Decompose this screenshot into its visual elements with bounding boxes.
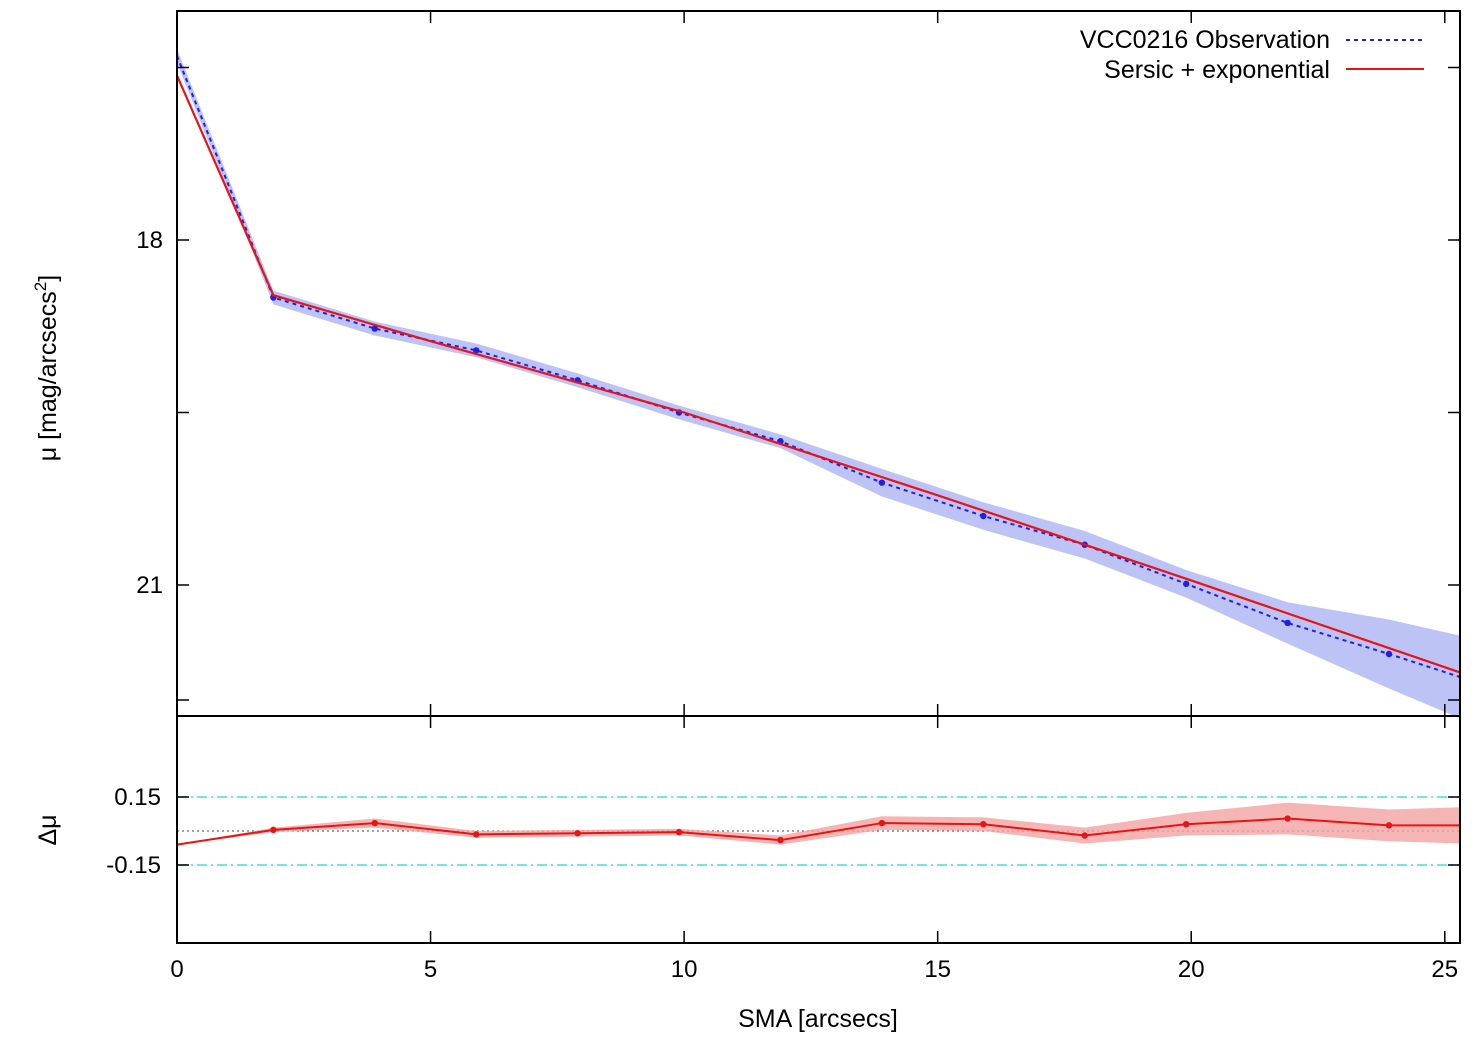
x-axis-label: SMA [arcsecs] [738, 1005, 898, 1033]
residual-y-tick-label: 0.15 [114, 784, 161, 811]
x-tick-label: 0 [170, 956, 183, 983]
legend: VCC0216 Observation Sersic + exponential [1080, 26, 1424, 84]
residual-point [777, 836, 784, 844]
observation-point [1182, 580, 1190, 588]
x-tick-label: 15 [924, 956, 951, 983]
bottom-y-axis-label: Δμ [34, 814, 62, 845]
x-tick-label: 20 [1178, 956, 1205, 983]
residual-point [1385, 822, 1393, 829]
bottom-panel-ticks: 0.15 -0.15 0 5 10 15 20 25 [106, 716, 1460, 983]
y-tick-label: 21 [136, 572, 163, 599]
x-tick-label: 25 [1431, 956, 1458, 983]
residual-y-tick-label: -0.15 [106, 852, 161, 879]
residual-point [878, 819, 886, 827]
legend-label-fit: Sersic + exponential [1104, 56, 1330, 84]
top-y-axis-label: μ [mag/arcsecs2] [31, 275, 62, 461]
x-tick-label: 5 [424, 956, 437, 983]
model-fit-line [175, 75, 1461, 674]
observation-band [177, 49, 1460, 719]
y-tick-label: 18 [136, 227, 163, 254]
residual-point [1081, 832, 1088, 839]
residual-point [574, 830, 581, 837]
observation-point [878, 479, 886, 486]
bottom-panel-border [176, 715, 1461, 944]
residual-point [472, 831, 480, 838]
residual-point [371, 819, 378, 827]
observation-point [1385, 650, 1393, 658]
observation-line [176, 55, 1461, 678]
residual-point [980, 821, 987, 828]
observation-error-band [177, 49, 1460, 719]
residual-point [1182, 821, 1190, 828]
observation-point [1284, 619, 1291, 627]
observation-point [472, 347, 480, 354]
residual-point [675, 828, 683, 836]
residual-series [176, 815, 1460, 846]
observation-point [371, 325, 378, 332]
legend-label-observation: VCC0216 Observation [1080, 26, 1330, 54]
residual-line [176, 817, 1460, 846]
residual-point [1284, 815, 1291, 822]
observation-point [980, 512, 987, 520]
x-tick-label: 10 [671, 956, 698, 983]
bottom-panel-frame [176, 715, 1461, 944]
residual-point [270, 826, 277, 834]
model-fit-series [175, 75, 1461, 674]
